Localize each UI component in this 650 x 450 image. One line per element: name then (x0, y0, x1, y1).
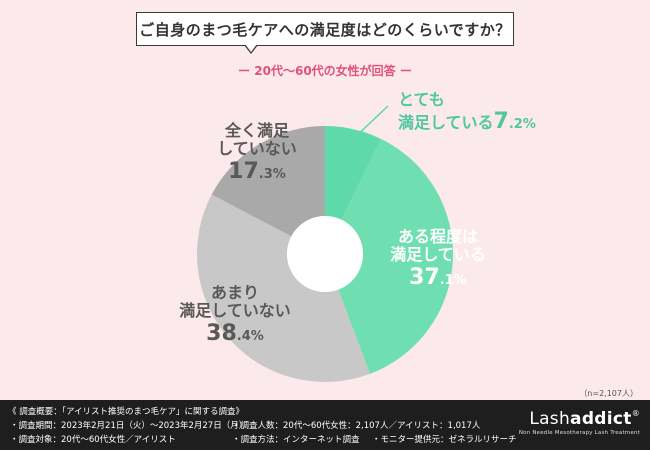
slice-somewhat-satisfied (338, 138, 453, 374)
survey-footer: 《 調査概要：「アイリスト推奨のまつ毛ケア」に関する調査》 ・調査期間：2023… (0, 400, 650, 450)
footer-monitor: ・モニター提供元：ゼネラルリサーチ (372, 435, 517, 445)
brand-logo: Lashaddict® Non Needle Mesotherapy Lash … (519, 409, 640, 436)
pct-not-at-all-satisfied-dec: .3% (258, 166, 286, 182)
brand-name-light: Lash (529, 409, 571, 429)
footer-count: ・調査人数：20代〜60代女性：2,107人／アイリスト：1,017人 (232, 421, 481, 431)
footer-target: ・調査対象：20代〜60代女性／アイリスト (10, 435, 176, 445)
label-not-at-all-satisfied-line2: していない (217, 139, 297, 159)
chart-title: ご自身のまつ毛ケアへの満足度はどのくらいですか？ (136, 12, 514, 46)
pct-very-satisfied-dec: .2% (508, 117, 536, 133)
footer-period: ・調査期間：2023年2月21日（火）〜2023年2月27日（月） (10, 421, 248, 431)
label-not-very-satisfied-line2: 満足していない (179, 301, 291, 321)
donut-hole (287, 216, 363, 292)
chart-subtitle: ー 20代〜60代の女性が回答 ー (238, 64, 412, 78)
brand-tagline: Non Needle Mesotherapy Lash Treatment (518, 430, 640, 436)
label-somewhat-satisfied-line2: 満足している (390, 245, 486, 265)
label-not-very-satisfied-line1: あまり (210, 283, 259, 302)
brand-name-bold: addict (570, 409, 632, 429)
title-callout-tail (244, 44, 258, 54)
slice-not-very-satisfied (196, 194, 370, 383)
slice-not-at-all-satisfied (211, 126, 325, 237)
registered-mark: ® (631, 409, 640, 418)
footer-survey-title: 《 調査概要：「アイリスト推奨のまつ毛ケア」に関する調査》 (8, 407, 245, 417)
label-not-very-satisfied: あまり 満足していない 38.4% (170, 283, 300, 346)
label-somewhat-satisfied-line1: ある程度は (397, 227, 478, 246)
label-not-at-all-satisfied: 全く満足 していない 17.3% (212, 121, 302, 184)
label-very-satisfied: とても 満足している7.2% (398, 90, 536, 135)
pct-not-very-satisfied-dec: .4% (236, 328, 264, 344)
label-somewhat-satisfied: ある程度は 満足している 37.1% (382, 227, 494, 290)
pct-not-very-satisfied-int: 38 (206, 320, 237, 346)
label-not-at-all-satisfied-line1: 全く満足 (224, 121, 289, 140)
slice-very-satisfied (325, 126, 381, 220)
pct-somewhat-satisfied-int: 37 (409, 264, 440, 290)
leader-line-very-satisfied (350, 105, 389, 142)
sample-size-note: （n=2,107人） (579, 389, 638, 398)
label-very-satisfied-line1: とても (398, 90, 445, 109)
label-very-satisfied-line2: 満足している (398, 113, 494, 133)
pct-very-satisfied-int: 7 (493, 109, 509, 135)
pct-somewhat-satisfied-dec: .1% (439, 272, 467, 288)
pct-not-at-all-satisfied-int: 17 (228, 158, 259, 184)
footer-method: ・調査方法：インターネット調査 (232, 435, 360, 445)
